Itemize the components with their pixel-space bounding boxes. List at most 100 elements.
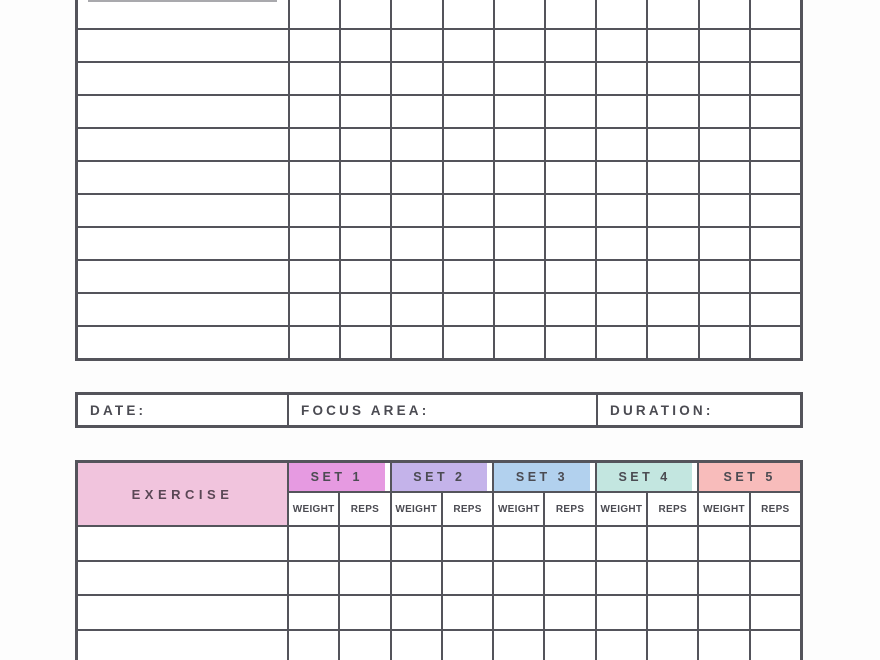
tracker-day-cell (546, 30, 596, 61)
set-4-reps-cell (648, 630, 698, 660)
set-1-header-fill: SET 1 (289, 463, 385, 491)
set-2-label: SET 2 (413, 470, 466, 484)
tracker-label-cell (78, 261, 288, 292)
weight-label: WEIGHT (395, 503, 438, 515)
tracker-label-cell (78, 96, 288, 127)
tracker-day-cell (750, 228, 800, 259)
tracker-day-cell (648, 327, 698, 358)
tracker-day-cell (494, 228, 544, 259)
tracker-day-cell (546, 261, 596, 292)
tracker-day-cell (443, 261, 493, 292)
set-3-reps-header: REPS (545, 493, 597, 525)
tracker-day-cell (494, 96, 544, 127)
tracker-day-cell (392, 327, 442, 358)
tracker-label-cell (78, 129, 288, 160)
tracker-day-cell (699, 96, 749, 127)
tracker-day-cell (750, 294, 800, 325)
tracker-day-cell (750, 261, 800, 292)
set-3-header: SET 3 (494, 463, 597, 491)
tracker-grid (75, 0, 803, 361)
set-4-header: SET 4 (596, 463, 700, 491)
tracker-day-cell (546, 294, 596, 325)
reps-label: REPS (761, 503, 790, 515)
set-5-weight-cell (699, 630, 749, 660)
tracker-day-cell (648, 294, 698, 325)
tracker-day-cell (597, 228, 647, 259)
tracker-day-cell (750, 96, 800, 127)
tracker-day-cell (648, 96, 698, 127)
tracker-label-cell (78, 0, 288, 28)
exercise-name-cell (78, 527, 287, 560)
set-3-weight-cell (494, 596, 544, 629)
tracker-day-cell (443, 162, 493, 193)
tracker-day-cell (597, 261, 647, 292)
set-4-weight-cell (596, 527, 647, 560)
set-1-reps-cell (340, 596, 390, 629)
exercise-name-cell (78, 630, 287, 660)
tracker-day-cell (392, 30, 442, 61)
set-1-reps-cell (340, 527, 390, 560)
tracker-label-cell (78, 228, 288, 259)
set-5-weight-cell (699, 561, 749, 594)
tracker-day-cell (443, 30, 493, 61)
tracker-day-cell (443, 228, 493, 259)
set-2-reps-cell (442, 630, 493, 660)
set-3-reps-cell (545, 596, 595, 629)
tracker-day-cell (494, 162, 544, 193)
set-2-reps-header: REPS (443, 493, 495, 525)
set-5-header-fill: SET 5 (699, 463, 800, 491)
set-4-reps-cell (648, 561, 698, 594)
tracker-day-cell (341, 129, 391, 160)
tracker-day-cell (290, 261, 340, 292)
set-1-weight-cell (289, 596, 339, 629)
date-label: DATE: (90, 402, 147, 418)
tracker-day-cell (699, 129, 749, 160)
weight-label: WEIGHT (600, 503, 643, 515)
set-3-weight-header: WEIGHT (494, 493, 546, 525)
tracker-day-cell (341, 0, 391, 28)
set-2-weight-cell (391, 561, 441, 594)
tracker-day-cell (443, 195, 493, 226)
tracker-day-cell (392, 228, 442, 259)
set-5-reps-cell (750, 596, 800, 629)
tracker-day-cell (648, 63, 698, 94)
tracker-day-cell (750, 195, 800, 226)
tracker-day-cell (290, 63, 340, 94)
tracker-day-cell (494, 327, 544, 358)
tracker-day-cell (290, 294, 340, 325)
tracker-label-cell (78, 30, 288, 61)
set-2-reps-cell (442, 561, 493, 594)
set-5-weight-header: WEIGHT (699, 493, 751, 525)
tracker-day-cell (546, 327, 596, 358)
set-3-label: SET 3 (515, 470, 569, 484)
tracker-day-cell (699, 228, 749, 259)
exercise-header-label: EXERCISE (131, 486, 234, 502)
tracker-day-cell (699, 195, 749, 226)
tracker-day-cell (494, 195, 544, 226)
set-5-weight-cell (699, 527, 749, 560)
tracker-day-cell (494, 0, 544, 28)
tracker-day-cell (443, 129, 493, 160)
tracker-label-cell (78, 63, 288, 94)
reps-label: REPS (658, 503, 687, 515)
exercise-name-cell (78, 596, 287, 629)
weight-reps-header-row: WEIGHT REPS WEIGHT REPS WEIGHT REPS WEIGHT REPS… (289, 493, 800, 527)
tracker-day-cell (443, 0, 493, 28)
tracker-day-cell (392, 63, 442, 94)
set-1-weight-cell (289, 527, 339, 560)
tracker-day-cell (648, 228, 698, 259)
reps-label: REPS (350, 503, 380, 515)
tracker-day-cell (443, 327, 493, 358)
tracker-day-cell (290, 327, 340, 358)
set-2-reps-cell (442, 596, 493, 629)
set-2-header-fill: SET 2 (391, 463, 488, 491)
tracker-day-cell (341, 63, 391, 94)
set-3-reps-cell (545, 630, 595, 660)
set-1-reps-cell (340, 630, 390, 660)
tracker-day-cell (699, 294, 749, 325)
tracker-day-cell (392, 96, 442, 127)
focus-area-field: FOCUS AREA: (287, 395, 596, 425)
tracker-label-cell (78, 294, 288, 325)
weight-label: WEIGHT (292, 503, 335, 515)
